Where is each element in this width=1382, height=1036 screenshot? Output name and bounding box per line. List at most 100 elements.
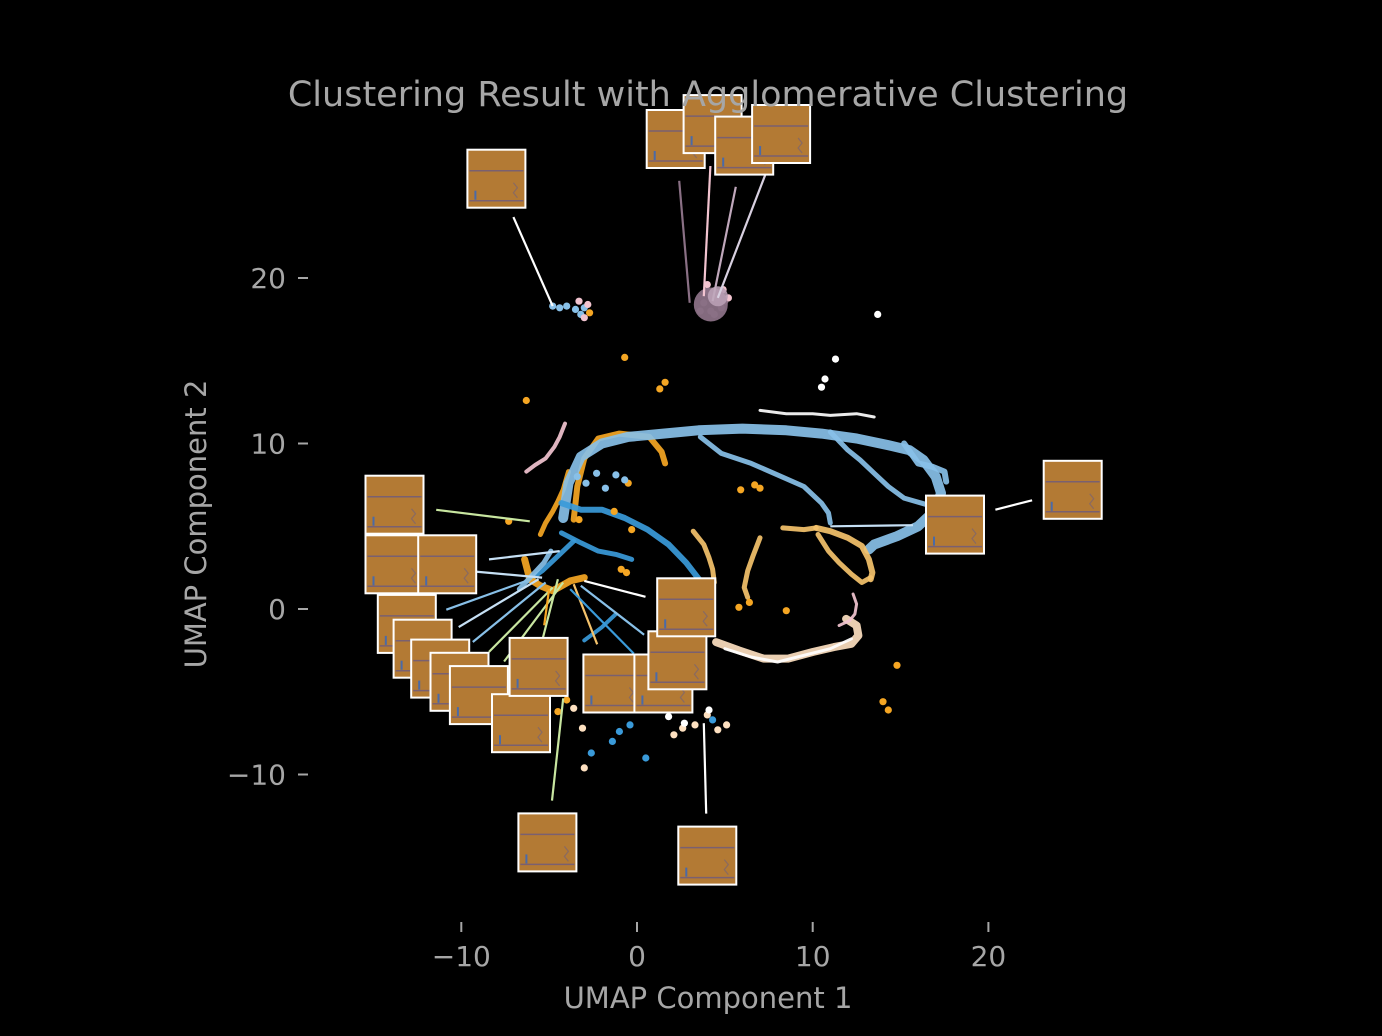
x-tick-label-0: −10 — [432, 940, 491, 973]
thumbnail-frame — [417, 534, 478, 595]
y-tick-label-2: 10 — [250, 428, 286, 461]
cluster-curve-15 — [741, 535, 763, 600]
data-point-8-1 — [626, 721, 634, 729]
data-point-0-3 — [571, 305, 580, 313]
data-point-9-2 — [580, 764, 588, 772]
thumbnail-arrow-glyph — [463, 567, 469, 584]
thumbnail-frame — [751, 104, 812, 164]
data-point-6-15 — [628, 526, 636, 534]
thumbnail-6 — [925, 494, 985, 555]
thumbnail-frame — [491, 693, 551, 754]
data-point-10-0 — [665, 713, 673, 721]
thumbnail-figure — [384, 635, 387, 645]
y-tick-label-0: −10 — [227, 759, 286, 792]
x-tick-label-1: 0 — [628, 940, 646, 973]
data-point-1-2 — [580, 314, 588, 322]
thumbnail-figure — [425, 576, 428, 586]
y-tick-label-3: 20 — [250, 262, 286, 295]
thumbnail-arrow-glyph — [537, 726, 543, 743]
data-point-9-3 — [670, 731, 678, 739]
data-point-6-8 — [782, 607, 790, 615]
data-point-11-1 — [554, 708, 562, 716]
leader-line-6 — [830, 524, 914, 528]
data-point-8-3 — [608, 737, 617, 746]
thumbnail-figure — [400, 660, 403, 670]
data-point-6-12 — [879, 698, 887, 706]
cluster-curve-6 — [901, 440, 950, 485]
thumbnail-16 — [508, 636, 569, 697]
leader-line-19 — [580, 584, 645, 636]
thumbnail-20 — [656, 577, 717, 638]
data-point-6-14 — [610, 507, 618, 515]
thumbnail-22 — [677, 825, 738, 886]
thumbnail-leader-lines — [436, 165, 1033, 814]
leader-line-9 — [488, 550, 560, 561]
data-point-9-1 — [578, 724, 587, 732]
data-point-7-0 — [573, 473, 581, 481]
axes: −10 0 10 20 −10 0 10 20 — [227, 262, 1006, 973]
data-point-6-11 — [893, 661, 901, 669]
data-point-9-5 — [691, 721, 699, 729]
data-point-6-5 — [737, 486, 745, 494]
leader-line-16 — [543, 588, 551, 626]
data-point-6-0 — [621, 353, 629, 361]
leader-line-21 — [550, 698, 565, 801]
data-point-2-0 — [586, 309, 594, 317]
leader-line-7 — [436, 508, 530, 523]
leader-line-12 — [472, 581, 547, 643]
x-tick-label-3: 20 — [971, 940, 1007, 973]
leader-line-17 — [572, 583, 599, 645]
data-point-5-0 — [874, 310, 882, 318]
thumbnail-8 — [364, 534, 425, 595]
thumbnail-15 — [491, 693, 551, 754]
data-point-10-2 — [705, 706, 713, 714]
y-tick-label-1: 0 — [268, 593, 286, 626]
cluster-curve-4 — [697, 434, 833, 526]
cluster-curve-19 — [524, 421, 567, 474]
thumbnail-figure — [499, 735, 501, 745]
data-point-9-0 — [570, 704, 578, 712]
cluster-curve-13 — [815, 532, 874, 585]
thumbnail-figure — [372, 516, 375, 526]
thumbnail-images — [364, 94, 1103, 886]
leader-line-3 — [711, 186, 737, 302]
cluster-curves — [516, 408, 950, 664]
thumbnail-figure — [456, 707, 459, 717]
thumbnail-frame — [1042, 459, 1103, 520]
thumbnail-figure — [653, 151, 656, 160]
y-axis-label: UMAP Component 2 — [179, 380, 213, 669]
data-point-6-18 — [617, 565, 625, 573]
thumbnail-figure — [690, 136, 693, 146]
thumbnail-frame — [925, 494, 985, 555]
data-point-7-1 — [582, 479, 590, 487]
thumbnail-figure — [664, 619, 667, 629]
thumbnail-arrow-glyph — [554, 670, 561, 687]
thumbnail-figure — [474, 190, 477, 200]
leader-line-0 — [512, 216, 554, 307]
thumbnail-frame — [364, 474, 425, 535]
thumbnail-figure — [933, 536, 935, 546]
data-point-7-2 — [593, 469, 601, 477]
data-point-6-9 — [745, 598, 754, 607]
thumbnail-arrow-glyph — [410, 508, 417, 525]
leader-line-22 — [702, 723, 708, 814]
data-point-10-1 — [680, 719, 689, 727]
data-point-8-4 — [587, 749, 595, 757]
cluster-curve-0 — [570, 430, 669, 523]
cluster-curve-18 — [837, 592, 859, 627]
data-point-9-8 — [723, 721, 731, 729]
cluster-curve-14 — [690, 528, 717, 585]
thumbnail-5 — [1042, 459, 1103, 520]
cluster-curve-7 — [558, 500, 712, 598]
data-point-6-19 — [622, 569, 631, 577]
data-point-6-6 — [751, 481, 759, 489]
thumbnail-arrow-glyph — [797, 137, 803, 154]
thumbnail-arrow-glyph — [512, 182, 519, 199]
data-point-8-0 — [615, 727, 624, 736]
thumbnail-figure — [418, 680, 421, 690]
thumbnail-frame — [656, 577, 717, 638]
thumbnail-figure — [372, 576, 375, 586]
data-point-6-10 — [735, 603, 743, 611]
data-point-6-1 — [661, 378, 669, 386]
thumbnail-frame — [517, 812, 578, 873]
